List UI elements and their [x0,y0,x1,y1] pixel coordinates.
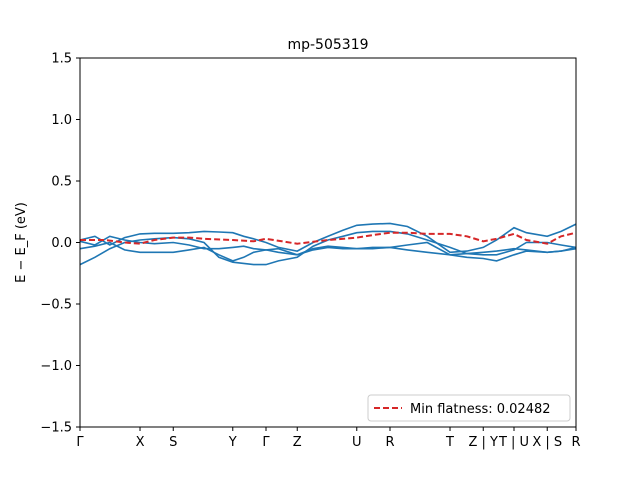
series-group [79,222,577,266]
x-tick-label: Z [293,435,302,450]
chart-title: mp-505319 [287,37,368,53]
y-tick-label: 0.0 [51,236,72,251]
y-tick-label: 1.0 [51,113,72,128]
band-line-3 [79,241,577,262]
x-tick-label: T [445,435,454,450]
y-axis-label: E − E_F (eV) [14,202,29,283]
y-tick-label: −0.5 [40,298,72,313]
band-line-4 [79,235,577,256]
x-tick-label: X | S [532,435,562,450]
x-tick-label: S [169,435,177,450]
x-tick-label: Γ [76,435,84,450]
legend-box [367,394,571,422]
x-tick-label: U [352,435,362,450]
y-tick-label: 1.5 [51,52,72,67]
x-tick-label: R [385,435,394,450]
y-tick-label: −1.5 [40,421,72,436]
x-tick-label: Y [228,435,237,450]
y-axis: −1.5 −1.0 −0.5 0.0 0.5 1.0 1.5 [40,52,80,436]
x-tick-label: T | U [498,435,529,450]
flatness-line [80,231,577,245]
x-tick-label: X [136,435,145,450]
legend-label: Min flatness: 0.02482 [410,402,551,417]
y-tick-label: 0.5 [51,175,72,190]
y-tick-label: −1.0 [40,359,72,374]
x-tick-label: R [571,435,580,450]
legend: Min flatness: 0.02482 [367,394,571,422]
x-tick-label: Γ [262,435,270,450]
x-tick-label: Z | Y [468,435,498,450]
